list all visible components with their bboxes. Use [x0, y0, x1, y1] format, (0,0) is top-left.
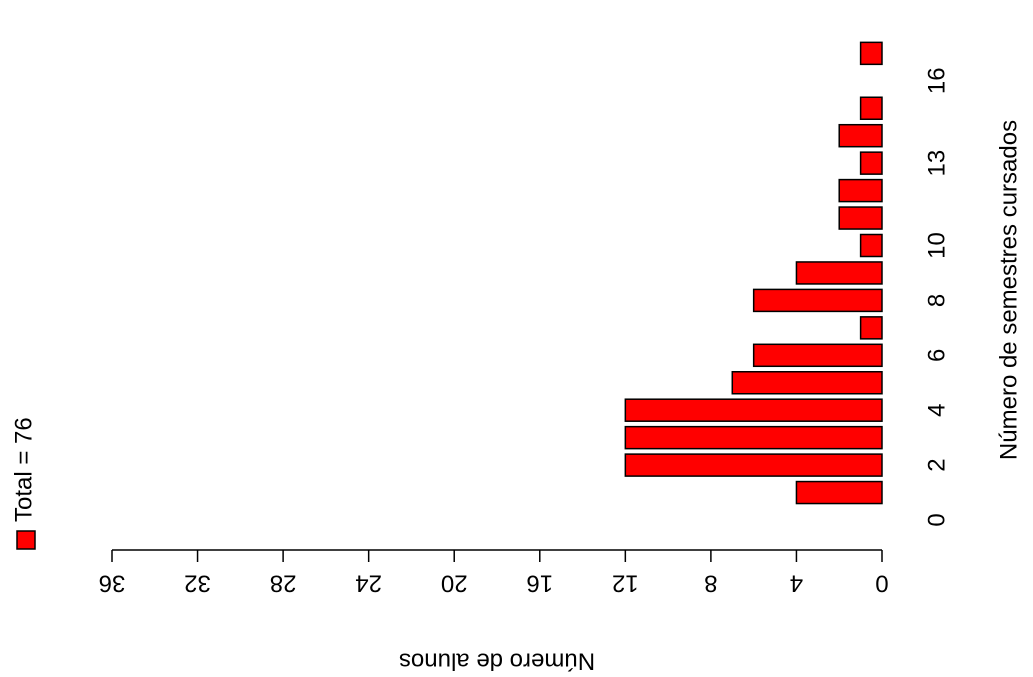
bar	[795, 480, 883, 505]
x-tick-label: 12	[612, 570, 639, 597]
bar	[731, 371, 883, 395]
bar	[838, 123, 883, 148]
y-tick-label: 16	[923, 67, 950, 94]
bar	[859, 151, 883, 175]
y-tick-label: 2	[923, 458, 950, 471]
x-axis-label: Número de alunos	[399, 648, 595, 675]
bar	[859, 316, 883, 340]
y-tick-label: 8	[923, 294, 950, 307]
x-tick-label: 32	[184, 570, 211, 597]
bar	[624, 398, 883, 422]
x-tick-label: 28	[270, 570, 297, 597]
bar	[859, 233, 883, 258]
y-axis-label: Número de semestres cursados	[995, 120, 1022, 460]
x-tick-label: 24	[355, 570, 382, 597]
y-tick-label: 10	[923, 232, 950, 259]
x-tick-label: 8	[704, 570, 717, 597]
bar	[838, 206, 883, 230]
bar	[624, 453, 883, 477]
legend-swatch	[16, 530, 36, 550]
bar	[838, 178, 883, 203]
bar	[752, 288, 883, 313]
x-tick-label: 0	[875, 570, 888, 597]
x-tick-label: 16	[526, 570, 553, 597]
bar	[859, 96, 883, 120]
y-tick-label: 6	[923, 349, 950, 362]
x-tick-label: 4	[790, 570, 803, 597]
y-tick-label: 13	[923, 150, 950, 177]
x-tick-label: 20	[441, 570, 468, 597]
x-tick-label: 36	[99, 570, 126, 597]
bar	[752, 343, 883, 368]
bar	[624, 425, 883, 450]
y-tick-label: 0	[923, 513, 950, 526]
bar	[859, 41, 883, 66]
legend-label: Total = 76	[10, 417, 37, 522]
bar	[795, 261, 883, 285]
y-tick-label: 4	[923, 404, 950, 417]
